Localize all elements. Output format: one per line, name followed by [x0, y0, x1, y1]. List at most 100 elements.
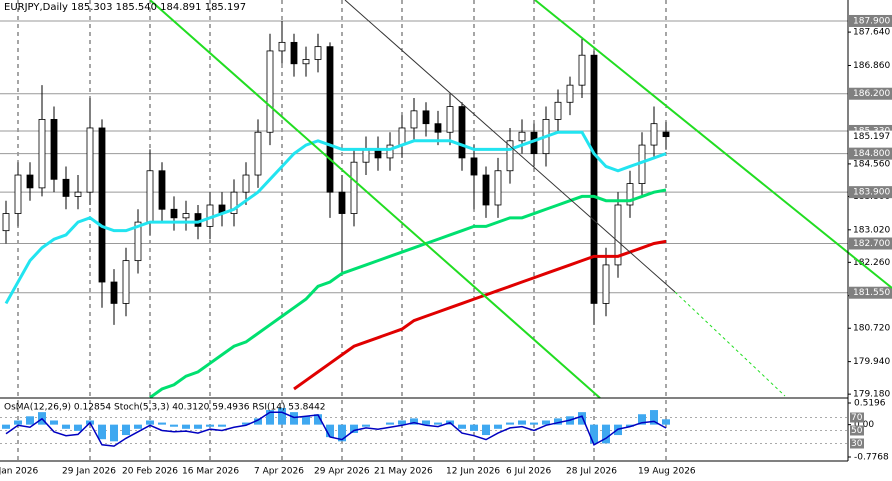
osma-bar — [206, 424, 214, 427]
level-label: 186.200 — [853, 89, 890, 99]
osma-bar — [182, 424, 190, 429]
level-box — [849, 186, 892, 199]
level-label: 183.900 — [853, 188, 890, 198]
osma-bar — [122, 424, 130, 436]
candle-body — [626, 183, 634, 206]
candle-body — [266, 50, 274, 133]
osma-bar — [74, 424, 82, 431]
candle-body — [434, 123, 442, 133]
level-box — [849, 87, 892, 100]
candle-body — [410, 110, 418, 129]
candle-body — [26, 174, 34, 189]
osma-bar — [314, 414, 322, 425]
indicator-tick-label: -0.7768 — [854, 453, 889, 463]
x-tick-label: 29 Jan 2026 — [62, 467, 116, 477]
indicator-tick-label: 0.5196 — [854, 399, 886, 409]
candle-body — [122, 260, 130, 304]
candle-body — [446, 106, 454, 133]
osma-bar — [470, 424, 478, 431]
x-tick-label: 7 Jan 2026 — [0, 467, 38, 477]
x-tick-label: 6 Jul 2026 — [506, 467, 551, 477]
candle-body — [362, 148, 370, 163]
osma-bar — [398, 420, 406, 425]
osma-bar — [590, 424, 598, 444]
osma-bar — [134, 424, 142, 429]
level-box — [849, 147, 892, 160]
candle-body — [14, 174, 22, 214]
candle-body — [614, 204, 622, 266]
osma-bar — [530, 422, 538, 425]
osma-bar — [554, 418, 562, 425]
osma-bar — [434, 422, 442, 425]
candle-body — [650, 123, 658, 146]
osma-bar — [506, 422, 514, 425]
candle-body — [458, 106, 466, 159]
osma-bar — [326, 424, 334, 438]
level-label: 182.700 — [853, 239, 890, 249]
level-label: 181.550 — [853, 288, 890, 298]
candle-body — [566, 84, 574, 103]
osma-bar — [254, 418, 262, 425]
level-box — [849, 14, 892, 27]
x-tick-label: 29 Apr 2026 — [314, 467, 370, 477]
osma-bar — [50, 420, 58, 425]
osma-bar — [194, 424, 202, 429]
level-label: 184.800 — [853, 149, 890, 159]
y-tick-label: 184.560 — [853, 159, 890, 169]
candle-body — [278, 41, 286, 52]
candle-body — [158, 170, 166, 210]
candle-body — [470, 157, 478, 176]
moving-average — [4, 130, 667, 305]
candle-body — [182, 213, 190, 219]
y-tick-label: 187.640 — [853, 28, 890, 38]
candle-body — [482, 174, 490, 206]
osma-bar — [146, 420, 154, 425]
x-tick-label: 28 Jul 2026 — [566, 467, 617, 477]
x-tick-label: 21 May 2026 — [374, 467, 433, 477]
osma-bar — [626, 424, 634, 427]
candle-body — [590, 54, 598, 304]
y-tick-label: 186.860 — [853, 61, 890, 71]
y-tick-label: 183.020 — [853, 225, 890, 235]
candle-body — [506, 140, 514, 172]
candle-body — [230, 191, 238, 214]
level-label: 187.900 — [853, 16, 890, 26]
osma-bar — [266, 410, 274, 425]
osma-bar — [278, 407, 286, 425]
rsi-tick-label: 30 — [851, 439, 863, 449]
osma-bar — [14, 420, 22, 425]
osma-bar — [62, 424, 70, 429]
x-tick-label: 12 Jun 2026 — [446, 467, 500, 477]
rsi-tick-box — [850, 425, 864, 436]
moving-average — [149, 188, 667, 399]
rsi-tick-label: 70 — [851, 413, 863, 423]
candle-body — [398, 127, 406, 146]
candle-body — [314, 46, 322, 60]
candle-body — [62, 178, 70, 197]
candle-body — [146, 170, 154, 223]
candle-body — [494, 170, 502, 206]
trend-line — [344, 0, 676, 293]
osma-bar — [494, 424, 502, 429]
rsi-tick-label: 50 — [851, 426, 863, 436]
rsi-line — [5, 411, 667, 447]
candle-body — [110, 281, 118, 304]
candle-body — [602, 264, 610, 304]
osma-bar — [290, 412, 298, 425]
candle-body — [242, 174, 250, 193]
candle-body — [662, 131, 670, 138]
candle-body — [326, 46, 334, 193]
rsi-tick-box — [850, 438, 864, 449]
candle-body — [170, 208, 178, 219]
y-tick-label: 182.260 — [853, 258, 890, 268]
candle-body — [2, 213, 10, 232]
trend-line — [674, 291, 786, 397]
osma-bar — [602, 424, 610, 444]
osma-bar — [422, 420, 430, 425]
candle-body — [86, 127, 94, 193]
rsi-tick-box — [850, 412, 864, 423]
x-tick-label: 7 Apr 2026 — [254, 467, 304, 477]
osma-bar — [110, 424, 118, 442]
candle-body — [98, 127, 106, 283]
